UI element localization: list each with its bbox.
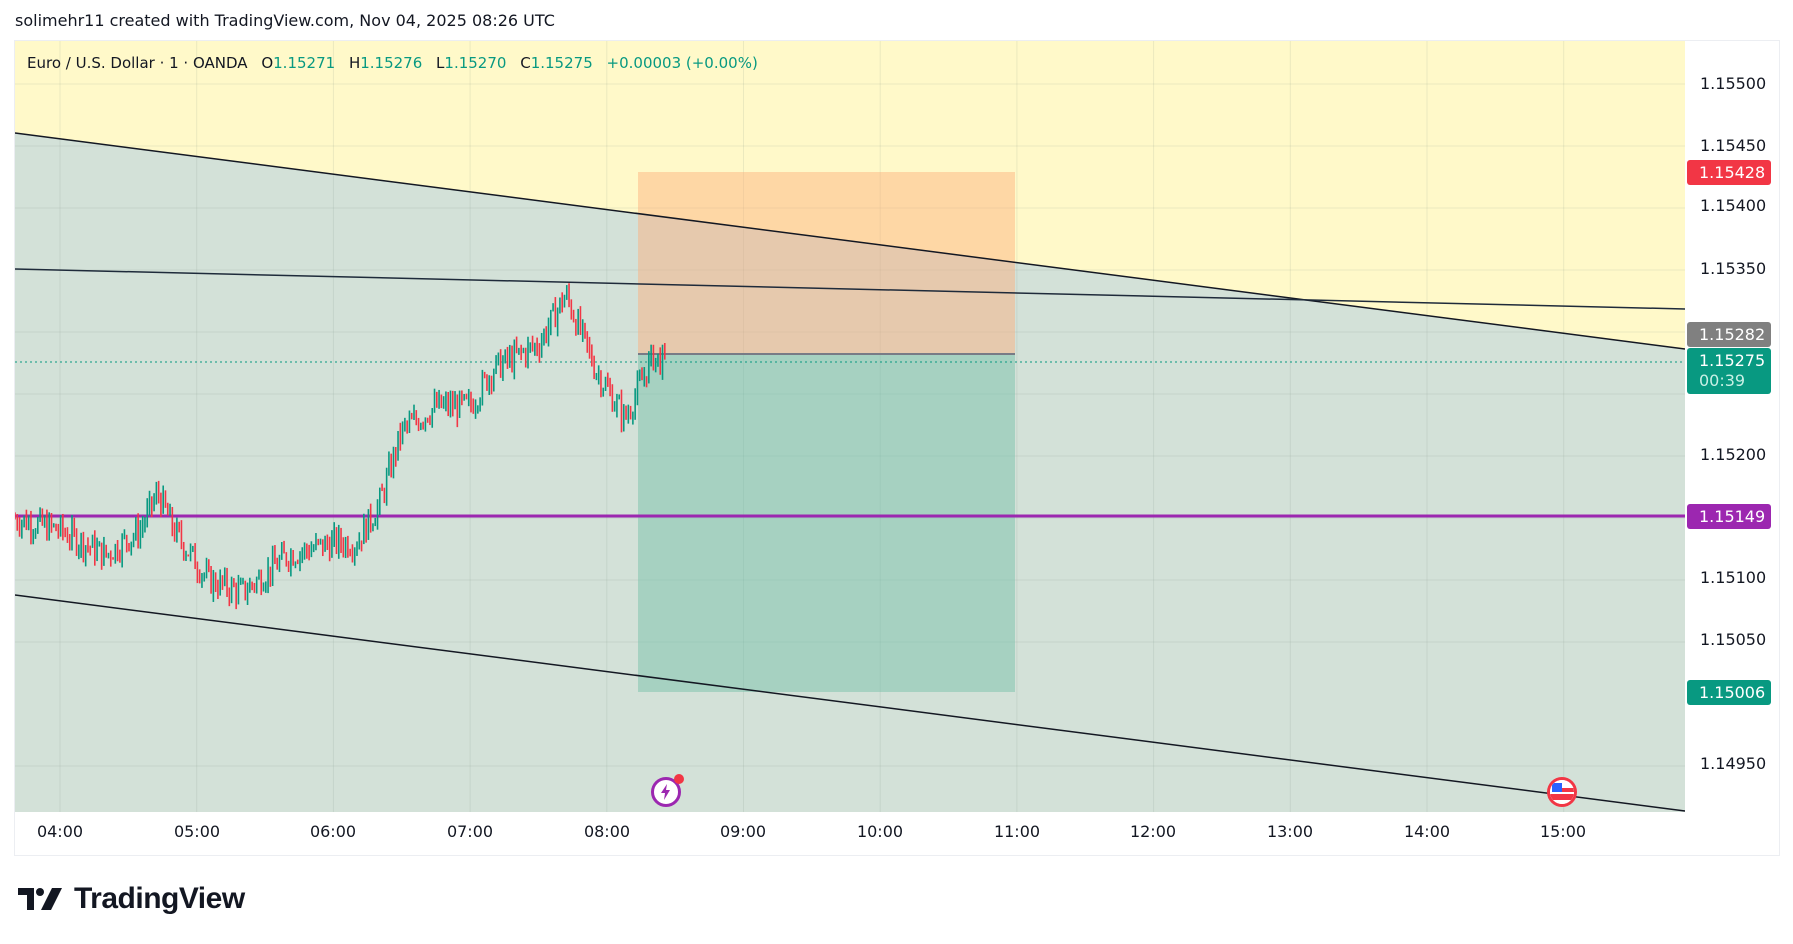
time-tick: 13:00	[1266, 822, 1314, 841]
time-tick: 05:00	[173, 822, 221, 841]
price-tick: 1.15350	[1700, 259, 1767, 278]
stop-loss-price-tag: 1.15428	[1687, 160, 1771, 185]
event-lightning-icon[interactable]	[651, 774, 684, 807]
gridlines	[15, 41, 1685, 812]
price-tick: 1.15050	[1700, 630, 1767, 649]
tradingview-logo-icon	[18, 888, 62, 910]
change-value: +0.00003 (+0.00%)	[606, 54, 758, 72]
middle-trendline[interactable]	[15, 268, 1685, 310]
channel-fill	[15, 133, 1685, 812]
symbol-legend[interactable]: Euro / U.S. Dollar · 1 · OANDA O1.15271 …	[27, 54, 758, 72]
symbol-name: Euro / U.S. Dollar · 1 · OANDA	[27, 54, 248, 72]
attribution-text: solimehr11 created with TradingView.com,…	[15, 11, 555, 30]
high-value: 1.15276	[360, 54, 423, 72]
price-tick: 1.15100	[1700, 568, 1767, 587]
low-label: L	[436, 54, 445, 72]
time-tick: 08:00	[583, 822, 631, 841]
bar-countdown: 00:39	[1699, 371, 1746, 390]
price-tick: 1.15400	[1700, 196, 1767, 215]
lower-trendline[interactable]	[15, 594, 1685, 812]
take-profit-zone[interactable]	[638, 354, 1015, 692]
price-tick: 1.14950	[1700, 754, 1767, 773]
candlestick-series	[15, 283, 666, 610]
time-tick: 12:00	[1129, 822, 1177, 841]
time-tick: 06:00	[309, 822, 357, 841]
open-label: O	[261, 54, 274, 72]
tradingview-logo[interactable]: TradingView	[18, 882, 245, 916]
price-tick: 1.15450	[1700, 136, 1767, 155]
close-label: C	[520, 54, 531, 72]
current-price-tag: 1.15275 00:39	[1687, 348, 1771, 394]
price-tick: 1.15200	[1700, 445, 1767, 464]
time-tick: 07:00	[446, 822, 494, 841]
level-price-tag: 1.15149	[1687, 504, 1771, 529]
upper-trendline[interactable]	[15, 132, 1685, 350]
us-flag-icon[interactable]	[1547, 777, 1577, 807]
take-profit-price-tag: 1.15006	[1687, 680, 1771, 705]
current-price-value: 1.15275	[1699, 351, 1766, 370]
open-value: 1.15271	[273, 54, 336, 72]
time-tick: 09:00	[719, 822, 767, 841]
high-label: H	[348, 54, 361, 72]
time-tick: 10:00	[856, 822, 904, 841]
low-value: 1.15270	[444, 54, 507, 72]
time-tick: 14:00	[1403, 822, 1451, 841]
entry-price-tag: 1.15282	[1687, 322, 1771, 347]
time-tick: 04:00	[36, 822, 84, 841]
close-value: 1.15275	[530, 54, 593, 72]
notification-dot	[674, 774, 684, 784]
price-tick: 1.15500	[1700, 74, 1767, 93]
time-tick: 11:00	[993, 822, 1041, 841]
time-tick: 15:00	[1539, 822, 1587, 841]
logo-text: TradingView	[74, 882, 245, 915]
stop-loss-zone[interactable]	[638, 172, 1015, 354]
